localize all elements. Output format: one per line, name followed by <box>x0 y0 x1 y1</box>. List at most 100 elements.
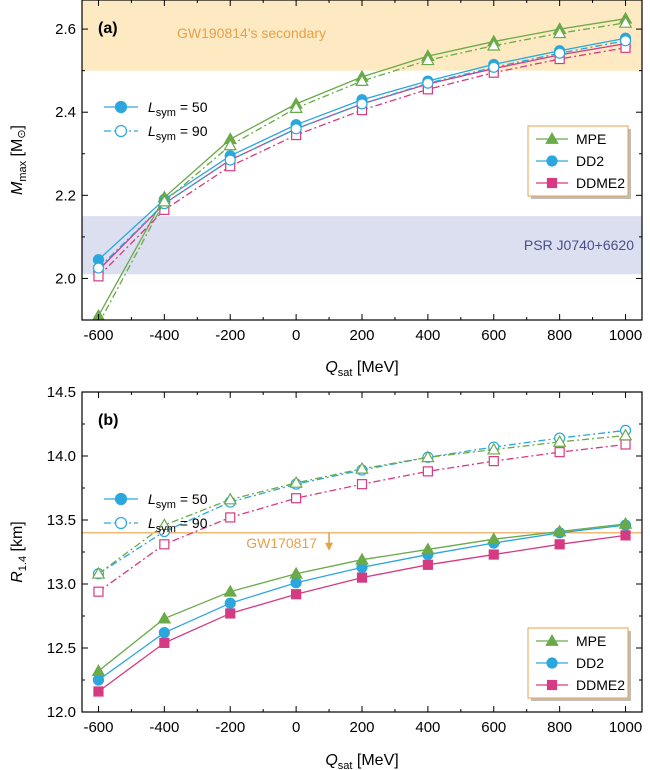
y-tick-label: 13.5 <box>47 512 76 529</box>
point-DD2-L90-200 <box>356 98 368 110</box>
point-DDME2-L90--600 <box>93 586 104 597</box>
y-tick-label: 12.5 <box>47 640 76 657</box>
plot-area <box>82 0 642 320</box>
point-DDME2-L50--400 <box>159 637 170 648</box>
point-DDME2-L90-400 <box>422 466 433 477</box>
point-MPE-L50--400 <box>157 611 172 624</box>
point-DDME2-L90-200 <box>356 479 368 490</box>
x-tick-label: 800 <box>547 327 572 344</box>
point-DDME2-L90-800 <box>554 447 565 458</box>
point-MPE-L90-600 <box>486 38 501 51</box>
point-DDME2-L50-200 <box>356 572 368 583</box>
point-DDME2-L90-1000 <box>620 439 631 450</box>
x-tick-label: -200 <box>215 719 245 736</box>
point-DD2-L50--400 <box>158 627 170 639</box>
panel-label: (a) <box>98 20 118 37</box>
point-MPE-L50-600 <box>486 532 501 545</box>
point-DDME2-L50--200 <box>225 608 236 619</box>
band-label-0: GW190814's secondary <box>177 25 326 41</box>
panel-a: GW190814's secondary PSR J0740+6620 -600 -4… <box>9 0 643 379</box>
y-axis-label: Mmax [M⊙] <box>9 125 29 195</box>
x-axis-label: Qsat [MeV] <box>325 359 398 379</box>
point-MPE-L90--400 <box>157 194 172 207</box>
x-tick-label: 200 <box>349 719 374 736</box>
point-MPE-L50-1000 <box>618 516 633 529</box>
point-MPE-L90--600 <box>91 566 106 579</box>
legend-eos-marker <box>546 657 558 669</box>
x-tick-label: 0 <box>292 327 300 344</box>
legend-lsym-marker <box>114 124 128 138</box>
legend-lsym-label: Lsym = 50 <box>148 491 208 511</box>
point-DDME2-L50-1000 <box>620 530 631 541</box>
legend-eos-marker <box>546 679 558 691</box>
point-DDME2-L50-800 <box>554 539 565 550</box>
y-tick-label: 14.5 <box>47 384 76 401</box>
point-MPE-L90--200 <box>223 138 238 151</box>
point-MPE-L50-800 <box>552 524 567 537</box>
legend-lsym: Lsym = 50 Lsym = 90 <box>104 491 208 535</box>
point-MPE-L90-400 <box>421 450 435 463</box>
legend-eos-marker <box>545 132 559 144</box>
x-tick-label: 200 <box>349 327 374 344</box>
point-DD2-L90--600 <box>92 262 105 274</box>
point-MPE-L90-800 <box>552 26 567 39</box>
band-1 <box>82 216 642 275</box>
y-tick-label: 2.4 <box>55 104 76 121</box>
point-DDME2-L50-600 <box>488 549 499 560</box>
y-tick-label: 13.0 <box>47 576 76 593</box>
x-tick-label: -400 <box>149 327 179 344</box>
x-tick-label: 800 <box>547 719 572 736</box>
x-tick-label: 1000 <box>609 719 642 736</box>
point-DD2-L90-800 <box>554 47 566 59</box>
point-MPE-L90-0 <box>289 101 303 113</box>
x-tick-label: 600 <box>481 719 506 736</box>
y-axis-label: R1.4 [km] <box>9 521 29 583</box>
legend-lsym-label: Lsym = 50 <box>148 99 208 119</box>
point-MPE-L50--200 <box>223 584 238 597</box>
y-tick-label: 12.0 <box>47 704 76 721</box>
legend-eos-label: MPE <box>576 131 606 147</box>
y-tick-label: 2.2 <box>55 187 76 204</box>
x-tick-label: -600 <box>83 719 113 736</box>
point-MPE-L90-800 <box>552 434 567 447</box>
point-MPE-L90-0 <box>289 475 303 488</box>
x-tick-label: 0 <box>292 719 300 736</box>
plot-area <box>82 424 642 697</box>
point-DDME2-L90-600 <box>488 456 499 467</box>
legend-lsym-label: Lsym = 90 <box>148 123 208 143</box>
x-tick-label: 400 <box>415 327 440 344</box>
legend-lsym-marker <box>114 516 128 530</box>
point-DDME2-L50--600 <box>93 686 104 697</box>
gw170817-arrow-head <box>325 542 334 551</box>
point-DDME2-L90-0 <box>291 493 302 504</box>
legend-lsym-label: Lsym = 90 <box>148 515 208 535</box>
x-tick-label: 1000 <box>609 327 642 344</box>
point-DD2-L90-400 <box>422 77 434 89</box>
x-tick-label: 400 <box>415 719 440 736</box>
point-DD2-L90-1000 <box>619 35 632 47</box>
point-MPE-L50-400 <box>421 542 435 555</box>
point-DDME2-L50-0 <box>291 589 302 600</box>
x-axis-label: Qsat [MeV] <box>325 752 398 770</box>
point-DD2-L90--200 <box>224 154 236 166</box>
point-MPE-L90-400 <box>421 53 435 66</box>
band-label-1: PSR J0740+6620 <box>524 237 634 253</box>
legend-eos-marker <box>546 177 558 189</box>
x-tick-label: -400 <box>149 719 179 736</box>
point-DDME2-L50-400 <box>422 559 433 570</box>
panel-label: (b) <box>98 412 118 429</box>
point-MPE-L90--400 <box>157 518 172 531</box>
point-MPE-L50-200 <box>355 552 369 565</box>
legend-eos-marker <box>545 634 559 646</box>
legend-eos-label: DDME2 <box>576 175 625 191</box>
point-DDME2-L90--200 <box>225 512 236 523</box>
point-DD2-L90-600 <box>488 61 500 73</box>
point-MPE-L90-200 <box>355 74 369 86</box>
point-DDME2-L90--400 <box>159 539 170 550</box>
legend-eos-label: DD2 <box>576 655 604 671</box>
point-MPE-L90-600 <box>486 442 501 455</box>
point-MPE-L50-0 <box>289 566 303 579</box>
legend-lsym: Lsym = 50 Lsym = 90 <box>104 99 208 143</box>
panel-b: GW170817 -600 -400 -200 0 200 400 600 800 1000 12.… <box>9 384 643 770</box>
legend-eos-label: MPE <box>576 633 606 649</box>
